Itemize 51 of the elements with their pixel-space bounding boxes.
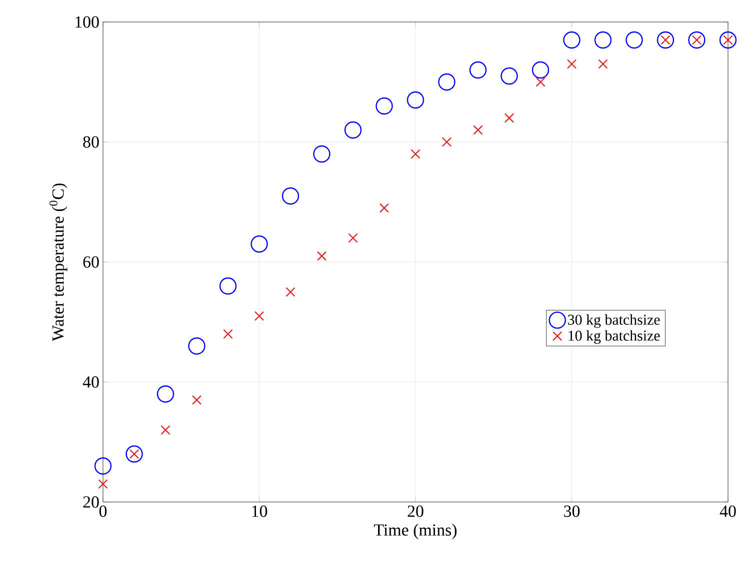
point [410,149,420,159]
x-tick-label: 30 [564,506,580,517]
point [566,59,577,69]
point [376,97,393,115]
point [219,277,237,295]
point [348,233,358,243]
y-tick-label: 80 [83,136,99,148]
point [536,77,546,87]
point [250,235,268,253]
point [442,137,452,147]
point [286,287,296,297]
point [626,31,643,49]
y-axis-title: Water temperature ($^{0}$C) [49,184,68,342]
x-tick-label: 40 [720,506,736,517]
point [313,145,330,163]
y-tick-label: 40 [82,376,99,388]
point [656,31,674,49]
legend-label: 10 kg batchsize [568,330,660,344]
point [379,203,390,213]
point [282,187,300,205]
point [438,73,456,91]
point [688,31,706,49]
point [594,31,612,49]
point [316,251,327,261]
point [94,457,112,475]
point [156,385,174,403]
point [469,61,487,79]
point [160,425,170,435]
y-tick-label: 60 [83,256,99,268]
point [532,61,550,79]
point [563,31,580,49]
point [254,311,264,321]
legend-label: 30 kg batchsize [568,314,660,328]
y-tick-label: 20 [83,496,99,508]
x-tick-label: 10 [252,506,268,517]
point [188,337,206,355]
point [126,445,143,463]
point [504,113,514,123]
point [192,395,202,405]
x-axis-title: Time (mins) [374,524,457,540]
point [719,31,737,49]
point [500,67,518,85]
point [98,479,108,489]
point [598,59,608,69]
point [223,329,233,339]
point [473,125,483,135]
x-tick-label: 0 [99,506,107,517]
point [406,91,424,109]
x-tick-label: 20 [408,506,424,517]
y-tick-label: 100 [76,16,99,28]
point [344,121,362,139]
